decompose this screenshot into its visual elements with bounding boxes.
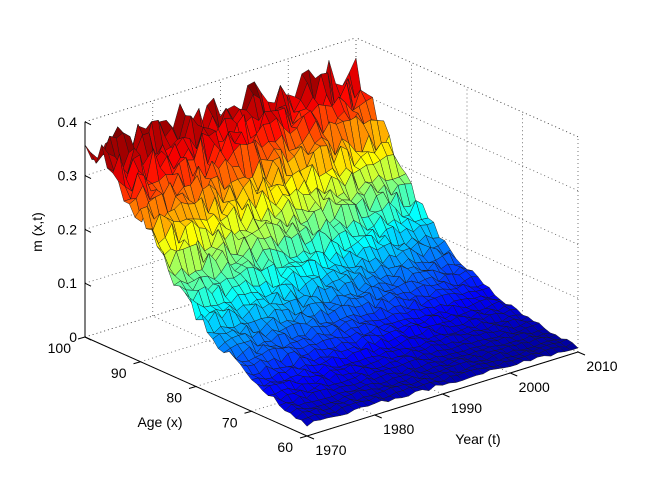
y-tick-label: 90 (111, 365, 127, 381)
grid-line-z-side (355, 145, 579, 245)
x-tick-mark (510, 372, 518, 377)
grid-line-z-side (355, 91, 579, 191)
y-tick-label: 100 (48, 340, 72, 356)
z-tick-mark (84, 336, 92, 341)
x-tick-label: 2010 (586, 358, 617, 374)
x-tick-mark (577, 351, 586, 356)
z-tick-mark (84, 175, 92, 180)
y-tick-mark (133, 361, 141, 365)
y-axis-title: Age (x) (137, 414, 182, 430)
z-tick-label: 0.2 (58, 221, 78, 237)
x-tick-mark (374, 414, 382, 419)
z-tick-label: 0.1 (58, 275, 78, 291)
y-tick-label: 70 (222, 414, 238, 430)
y-tick-label: 60 (277, 439, 293, 455)
z-tick-label: 0.4 (58, 114, 78, 130)
x-axis-title: Year (t) (455, 431, 500, 447)
z-axis-title: m (x,t) (29, 212, 45, 252)
z-tick-mark (84, 121, 92, 126)
x-tick-mark (442, 393, 450, 398)
x-tick-label: 1970 (315, 442, 346, 458)
y-tick-mark (244, 410, 252, 414)
surface-mesh (84, 57, 579, 427)
x-tick-mark (306, 435, 315, 440)
z-tick-label: 0 (69, 329, 77, 345)
x-tick-label: 2000 (519, 379, 550, 395)
z-tick-mark (84, 228, 92, 233)
box-top-side (355, 37, 579, 138)
z-tick-label: 0.3 (58, 168, 78, 184)
y-tick-label: 80 (166, 390, 182, 406)
grid-line-z-side (355, 198, 579, 299)
y-tick-mark (188, 386, 197, 389)
x-tick-label: 1980 (383, 421, 414, 437)
x-tick-label: 1990 (451, 400, 482, 416)
surface-patch (301, 417, 315, 427)
z-tick-mark (84, 282, 92, 287)
y-tick-mark (299, 435, 308, 439)
box-top-back (84, 37, 357, 123)
y-tick-mark (77, 336, 86, 340)
